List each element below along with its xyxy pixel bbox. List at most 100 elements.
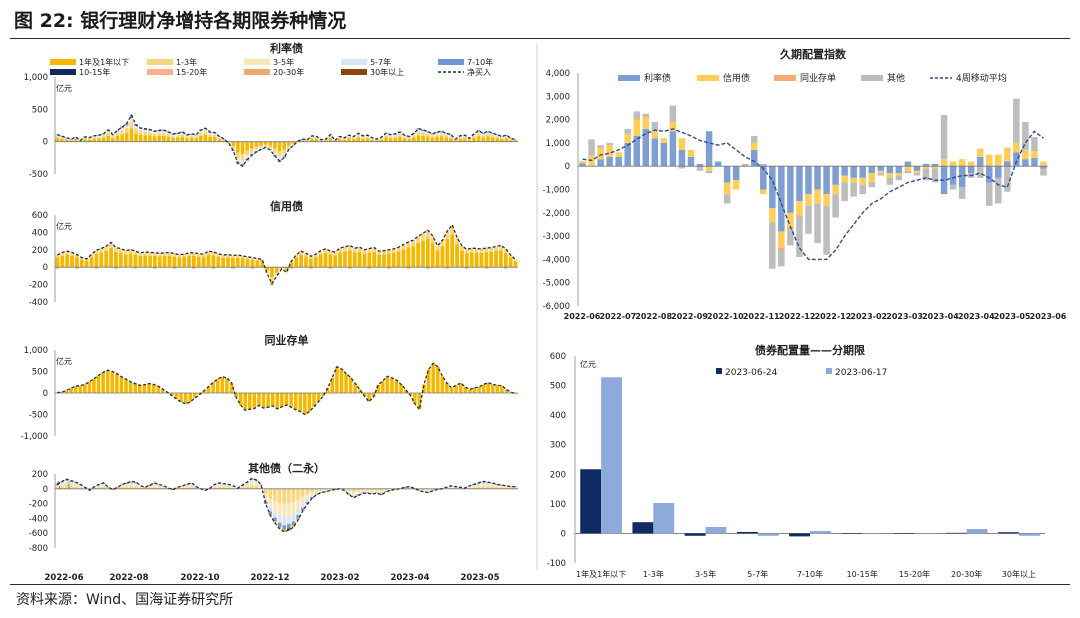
bar-segment [222, 139, 226, 141]
legend-item: 1-3年 [147, 57, 197, 67]
bar-segment [287, 515, 291, 525]
y-tick-label: -100 [547, 559, 566, 569]
legend-swatch [618, 75, 640, 81]
bar-segment [277, 514, 282, 523]
bar-segment [236, 141, 240, 153]
bar-segment [250, 257, 255, 260]
bar-segment [678, 166, 686, 169]
bar-segment [175, 135, 180, 138]
bar-segment [260, 259, 265, 262]
bar-segment [385, 376, 390, 393]
bar-segment [384, 488, 388, 490]
bar-segment [308, 267, 313, 269]
bar-segment [138, 134, 143, 142]
bar-segment [115, 487, 120, 489]
legend-label: 15-20年 [176, 67, 207, 77]
bar-segment [60, 137, 64, 139]
bar-segment [913, 173, 921, 176]
bar-segment [503, 248, 508, 253]
bar-segment [101, 135, 106, 138]
bar-segment [161, 131, 166, 133]
bar-segment [367, 393, 371, 402]
bar-segment [282, 525, 286, 530]
bar-segment [133, 254, 138, 268]
bar-segment [339, 368, 344, 393]
bar-segment [263, 493, 268, 499]
bar-segment [254, 141, 259, 147]
bar-segment [240, 255, 245, 259]
bar-segment [273, 153, 277, 156]
bar-segment [388, 136, 393, 139]
bar-segment [303, 393, 307, 415]
bar-segment [356, 488, 361, 492]
bar-segment [454, 385, 458, 393]
x-tick-label: 7-10年 [797, 569, 823, 579]
bar-segment [188, 393, 193, 403]
bar-segment [138, 486, 143, 487]
bar-segment [412, 132, 416, 134]
bar-segment [191, 252, 196, 257]
bar-segment [365, 488, 370, 491]
bar-segment [500, 385, 504, 393]
bar-segment [351, 137, 356, 140]
bar-segment [486, 483, 490, 485]
bar-segment [172, 267, 177, 269]
bar-segment [294, 257, 299, 268]
bar-segment [985, 154, 993, 167]
bar-segment [832, 166, 839, 185]
bar-segment [87, 139, 92, 142]
bar-segment [370, 492, 374, 494]
y-tick-label: 500 [32, 368, 48, 378]
bar-segment [476, 133, 481, 137]
bar-segment [1022, 149, 1029, 160]
bar-segment [55, 485, 60, 488]
bar-segment [282, 488, 286, 504]
x-tick-label: 2023-04 [958, 312, 995, 321]
bar-segment [868, 182, 876, 188]
bar-segment [449, 138, 453, 142]
bar-segment [985, 182, 993, 206]
bar-segment [425, 491, 430, 492]
bar-segment [226, 254, 230, 258]
bar-segment [361, 137, 365, 139]
bar-segment [194, 138, 199, 142]
bar-segment [486, 482, 490, 484]
bar-segment [115, 131, 120, 133]
bar-segment [416, 490, 421, 491]
bar-segment [489, 247, 494, 252]
bar-segment [277, 141, 282, 152]
bar-segment [449, 487, 453, 489]
bar-segment [328, 251, 333, 255]
bar-segment [388, 489, 393, 491]
bar-segment [347, 136, 351, 137]
bar-segment [513, 486, 518, 488]
bar-segment [187, 252, 191, 257]
bar-segment [472, 487, 476, 489]
bar-segment [435, 245, 440, 251]
bar-segment [124, 126, 129, 129]
bar-segment [60, 486, 64, 489]
legend-swatch [341, 69, 367, 75]
bar-segment [976, 166, 984, 178]
bar-segment [101, 484, 106, 487]
bar-segment [504, 487, 509, 489]
bar-segment [120, 126, 124, 128]
bar-segment [462, 136, 467, 139]
bar-segment [597, 145, 604, 148]
bar-segment [421, 240, 425, 268]
bar-segment [352, 248, 357, 253]
bar [893, 533, 915, 534]
bar-segment [484, 252, 489, 268]
bar-segment [361, 138, 365, 142]
legend-item: 2023-06-24 [716, 368, 778, 378]
x-tick-label: 2022-08 [635, 312, 672, 321]
bar-segment [273, 510, 277, 518]
bar-segment [348, 377, 353, 393]
bar-segment [189, 483, 194, 484]
bar-segment [386, 267, 391, 269]
bar-segment [148, 485, 152, 487]
bar-segment [651, 138, 659, 167]
bar-segment [287, 524, 291, 529]
bar-segment [249, 141, 254, 149]
y-tick-label: 300 [550, 441, 566, 451]
